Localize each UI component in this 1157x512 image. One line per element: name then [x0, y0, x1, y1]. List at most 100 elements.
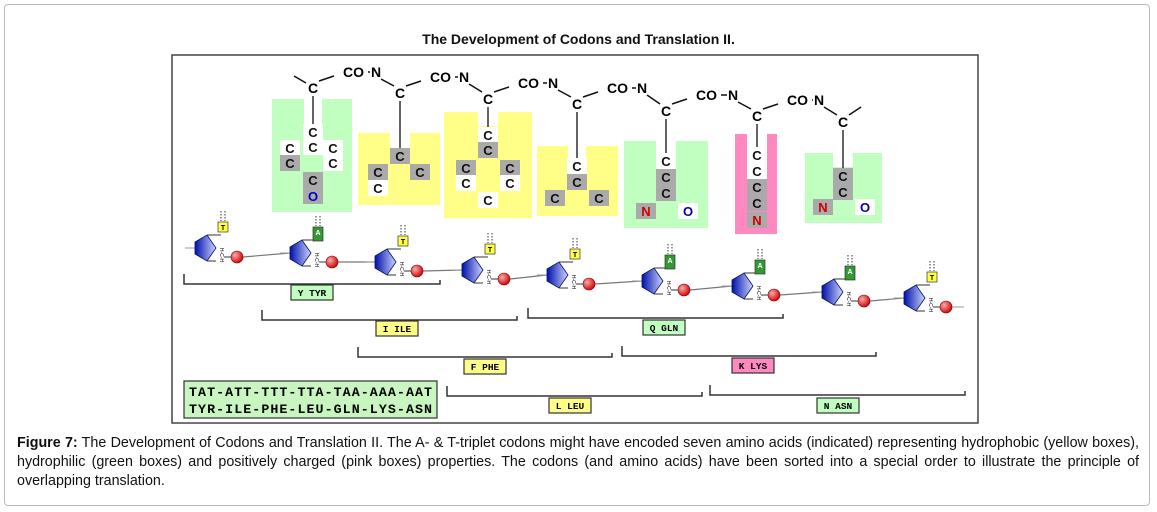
- side-chain-asn: CCN O: [805, 130, 882, 223]
- sugar-pentagon: [374, 248, 397, 276]
- atom-c: C: [752, 164, 762, 179]
- atom-c: C: [594, 191, 604, 206]
- sugar-pentagon: [641, 267, 664, 295]
- atom-c: C: [752, 148, 762, 163]
- base-letter: A: [667, 258, 672, 265]
- atom-c: C: [838, 185, 848, 200]
- base-box: [312, 226, 324, 242]
- nucleotide-t: H-C-H T: [894, 261, 964, 314]
- codon-bracket-phe: F PHE: [357, 347, 613, 375]
- atom-c: C: [328, 156, 338, 171]
- sequence-box: TAT-ATT-TTT-TTA-TAA-AAA-AAT TYR-ILE-PHE-…: [183, 380, 438, 419]
- sugar-pentagon: [903, 284, 926, 312]
- base-letter: T: [488, 247, 493, 254]
- atom-o: O: [308, 189, 318, 204]
- nucleotide-a: H-C-H A: [812, 255, 905, 308]
- sugar-pentagon: [194, 234, 217, 262]
- amide-nitrogen: N: [728, 87, 738, 103]
- base-box: [754, 259, 766, 275]
- carbonyl-group: CO: [787, 92, 808, 108]
- atom-c: C: [308, 125, 318, 140]
- side-chain-leu: CCC C: [537, 112, 618, 216]
- codon-bracket-asn: N ASN: [709, 385, 966, 414]
- amino-acid-label: I ILE: [383, 324, 412, 335]
- codon-bracket-ile: I ILE: [261, 310, 518, 337]
- amino-acid-label-box: [375, 320, 419, 337]
- sugar-pentagon: [731, 272, 754, 300]
- nucleotide-t: H-C-H T: [537, 238, 643, 291]
- carbonyl-group: CO: [430, 69, 451, 85]
- alpha-carbon: C: [752, 108, 762, 124]
- sugar-label: H-C-H: [755, 286, 761, 301]
- base-letter: A: [847, 269, 852, 276]
- base-box: [569, 248, 581, 260]
- figure-frame: [4, 4, 1150, 506]
- atom-c: C: [395, 149, 405, 164]
- atom-c: C: [461, 161, 471, 176]
- amide-nitrogen: N: [637, 80, 647, 96]
- base-letter: T: [221, 225, 226, 232]
- atom-c: C: [328, 141, 338, 156]
- amide-nitrogen: N: [814, 92, 824, 108]
- phosphate-circle: [325, 255, 339, 269]
- alpha-carbon: C: [308, 80, 318, 96]
- amino-acid-label: F PHE: [471, 362, 500, 373]
- atom-c: C: [550, 191, 560, 206]
- alpha-carbon: C: [395, 85, 405, 101]
- amino-acid-sequence: TYR-ILE-PHE-LEU-GLN-LYS-ASN: [189, 402, 432, 417]
- atom-c: C: [752, 196, 762, 211]
- atom-n: N: [752, 213, 761, 228]
- codon-sequence: TAT-ATT-TTT-TTA-TAA-AAA-AAT: [189, 385, 432, 400]
- backbone-link: [242, 252, 291, 258]
- atom-c: C: [838, 169, 848, 184]
- base-letter: T: [401, 239, 406, 246]
- atom-o: O: [860, 200, 870, 215]
- alpha-carbon: C: [838, 114, 848, 130]
- figure-caption: Figure 7: The Development of Codons and …: [17, 434, 1139, 491]
- caption-text: The Development of Codons and Translatio…: [17, 435, 1140, 489]
- base-letter: T: [573, 252, 578, 259]
- phosphate-circle: [582, 277, 596, 291]
- base-box: [844, 265, 856, 281]
- sugar-pentagon: [289, 239, 312, 267]
- phosphate-circle: [767, 288, 781, 302]
- atom-c: C: [572, 175, 582, 190]
- base-letter: A: [315, 230, 320, 237]
- nucleotide-a: H-C-H A: [280, 216, 375, 269]
- sugar-label: H-C-H: [218, 248, 224, 263]
- amino-acid-label-box: [290, 284, 334, 301]
- amide-nitrogen: N: [371, 64, 381, 80]
- amino-acid-label: L LEU: [556, 401, 585, 412]
- codon-bracket-leu: L LEU: [446, 386, 703, 414]
- sugar-pentagon: [546, 261, 569, 289]
- phosphate-circle: [939, 300, 953, 314]
- phosphate-circle: [497, 272, 511, 286]
- phosphate-circle: [857, 294, 871, 308]
- base-box: [397, 235, 409, 247]
- base-box: [664, 254, 676, 270]
- sugar-label: H-C-H: [398, 262, 404, 277]
- nucleotide-t: H-C-H T: [452, 233, 548, 286]
- atom-c: C: [373, 181, 383, 196]
- nucleotide-a: H-C-H A: [632, 244, 733, 297]
- atom-c: C: [505, 161, 515, 176]
- atom-c: C: [661, 154, 671, 169]
- amino-acid-label: Y TYR: [298, 288, 327, 299]
- codon-bracket-gln: Q GLN: [527, 308, 784, 336]
- codon-bracket-lys: K LYS: [621, 346, 877, 374]
- sugar-label: H-C-H: [845, 292, 851, 307]
- base-box: [217, 221, 229, 233]
- carbonyl-group: CO: [343, 64, 364, 80]
- atom-c: C: [572, 159, 582, 174]
- base-box: [484, 243, 496, 255]
- atom-n: N: [818, 200, 827, 215]
- base-letter: A: [757, 263, 762, 270]
- base-box: [926, 271, 938, 283]
- figure-title: The Development of Codons and Translatio…: [422, 31, 735, 47]
- carbonyl-group: CO: [518, 75, 539, 91]
- atom-c: C: [483, 143, 493, 158]
- atom-c: C: [285, 156, 295, 171]
- atom-c: C: [752, 180, 762, 195]
